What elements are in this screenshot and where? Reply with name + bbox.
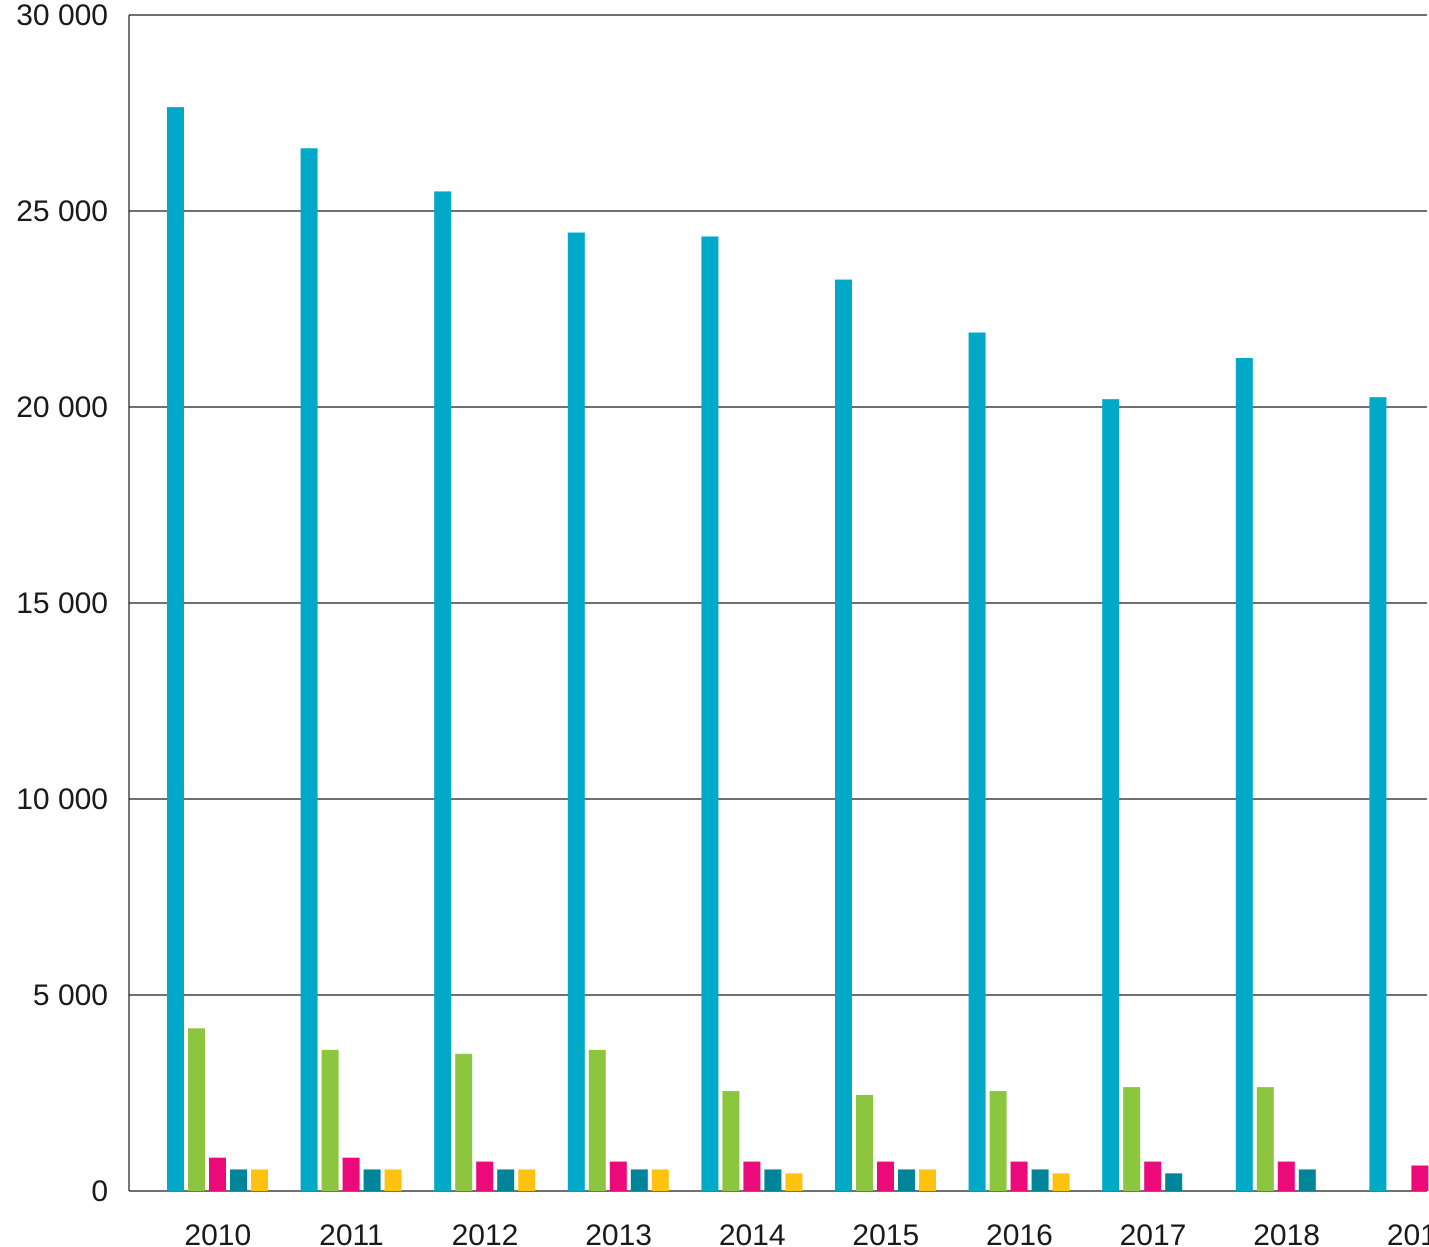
bar-2014-series-5 xyxy=(785,1173,803,1191)
y-tick-label: 30 000 xyxy=(16,0,108,32)
bar-2016-series-4 xyxy=(1031,1169,1049,1191)
bar-2010-series-2 xyxy=(188,1028,205,1191)
x-tick-label: 2010 xyxy=(184,1219,251,1247)
bar-2011-series-3 xyxy=(342,1157,360,1191)
bar-2013-series-2 xyxy=(588,1049,606,1191)
bar-2012-series-1 xyxy=(434,191,452,1191)
bar-2016-series-5 xyxy=(1052,1173,1070,1191)
bar-2016-series-3 xyxy=(1010,1161,1028,1191)
bar-2012-series-4 xyxy=(497,1169,515,1191)
bar-2013-series-4 xyxy=(630,1169,648,1191)
bar-2017-series-3 xyxy=(1144,1161,1162,1191)
bar-2015-series-3 xyxy=(877,1161,894,1191)
y-tick-label: 25 000 xyxy=(16,195,108,228)
x-tick-label: 2014 xyxy=(719,1219,786,1247)
bar-2017-series-2 xyxy=(1123,1087,1141,1191)
bar-2019-series-3 xyxy=(1411,1165,1429,1191)
bar-2012-series-5 xyxy=(518,1169,536,1191)
bar-2010-series-5 xyxy=(251,1169,268,1191)
bar-2014-series-2 xyxy=(722,1091,740,1191)
y-tick-label: 5 000 xyxy=(33,979,108,1012)
bar-2017-series-4 xyxy=(1165,1173,1183,1191)
bar-2019-series-1 xyxy=(1369,397,1387,1191)
bar-2015-series-2 xyxy=(856,1094,873,1191)
bars xyxy=(167,107,1429,1192)
y-tick-label: 0 xyxy=(91,1175,108,1208)
y-tick-label: 10 000 xyxy=(16,783,108,816)
bar-2018-series-3 xyxy=(1277,1161,1295,1191)
bar-2018-series-1 xyxy=(1235,358,1253,1191)
bar-2018-series-2 xyxy=(1256,1087,1274,1191)
gridlines xyxy=(129,14,1427,1192)
x-tick-label: 2017 xyxy=(1120,1219,1187,1247)
bar-2012-series-2 xyxy=(455,1053,473,1191)
x-tick-label: 2018 xyxy=(1253,1219,1320,1247)
x-axis-tick-labels: 2010 2011 2012 2013 2014 2015 2016 2017 2018 2019 xyxy=(184,1219,1429,1247)
bar-2013-series-1 xyxy=(567,232,585,1191)
bar-2016-series-1 xyxy=(968,332,986,1191)
bar-2013-series-3 xyxy=(609,1161,627,1191)
bar-2011-series-4 xyxy=(363,1169,381,1191)
x-tick-label: 2016 xyxy=(986,1219,1053,1247)
bar-2017-series-1 xyxy=(1102,399,1120,1191)
bar-2015-series-1 xyxy=(835,279,852,1192)
bar-2010-series-3 xyxy=(209,1157,226,1191)
bar-2010-series-4 xyxy=(230,1169,247,1191)
x-tick-label: 2013 xyxy=(585,1219,652,1247)
bar-2016-series-2 xyxy=(989,1091,1007,1191)
bar-2014-series-3 xyxy=(743,1161,761,1191)
bar-2015-series-4 xyxy=(898,1169,915,1191)
x-tick-label: 2012 xyxy=(452,1219,519,1247)
x-tick-label: 2019 xyxy=(1387,1219,1429,1247)
bar-2014-series-4 xyxy=(764,1169,782,1191)
bar-2011-series-1 xyxy=(300,148,318,1191)
x-tick-label: 2015 xyxy=(852,1219,919,1247)
bar-2013-series-5 xyxy=(651,1169,669,1191)
bar-2015-series-5 xyxy=(919,1169,936,1191)
y-tick-label: 15 000 xyxy=(16,587,108,620)
bar-2012-series-3 xyxy=(476,1161,494,1191)
x-tick-label: 2011 xyxy=(319,1219,384,1247)
bar-2014-series-1 xyxy=(701,236,719,1192)
bar-2018-series-4 xyxy=(1298,1169,1316,1191)
bar-2011-series-2 xyxy=(321,1049,339,1191)
y-tick-label: 20 000 xyxy=(16,391,108,424)
bar-2010-series-1 xyxy=(167,107,184,1192)
y-axis-tick-labels: 0 5 000 10 000 15 000 20 000 25 000 30 000 xyxy=(16,0,108,1208)
bar-2011-series-5 xyxy=(384,1169,402,1191)
